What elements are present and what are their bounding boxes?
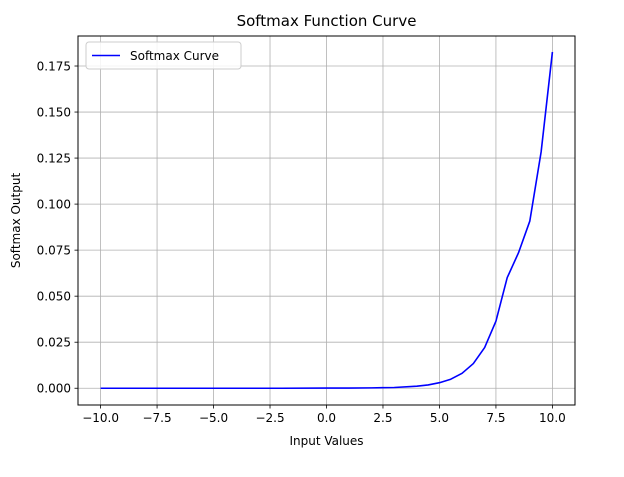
chart-title: Softmax Function Curve — [237, 12, 417, 30]
legend-box — [85, 41, 242, 70]
x-tick-label: 10.0 — [539, 411, 566, 425]
y-tick-label: 0.125 — [37, 151, 71, 165]
y-tick-label: 0.150 — [37, 105, 71, 119]
y-tick-label: 0.000 — [37, 382, 71, 396]
x-tick-label: −10.0 — [82, 411, 119, 425]
x-tick-label: 7.5 — [486, 411, 505, 425]
y-tick-label: 0.075 — [37, 243, 71, 257]
y-tick-label: 0.050 — [37, 289, 71, 303]
x-tick-label: −5.0 — [199, 411, 228, 425]
x-tick-label: 5.0 — [430, 411, 449, 425]
y-tick-label: 0.100 — [37, 197, 71, 211]
axis-ticks: −10.0 −7.5 −5.0 −2.5 0.0 2.5 5.0 7.5 10.0 0.000 0.… — [37, 59, 566, 425]
series-layer — [100, 51, 554, 390]
x-tick-label: −7.5 — [142, 411, 171, 425]
x-tick-label: 0.0 — [317, 411, 336, 425]
legend: Softmax Curve — [85, 41, 242, 70]
legend-label: Softmax Curve — [130, 49, 219, 63]
series-line-softmax-curve — [100, 51, 554, 390]
y-axis-label: Softmax Output — [9, 173, 23, 269]
x-axis-label: Input Values — [289, 434, 363, 448]
x-tick-label: −2.5 — [255, 411, 284, 425]
y-tick-label: 0.175 — [37, 59, 71, 73]
x-tick-label: 2.5 — [373, 411, 392, 425]
y-tick-label: 0.025 — [37, 336, 71, 350]
